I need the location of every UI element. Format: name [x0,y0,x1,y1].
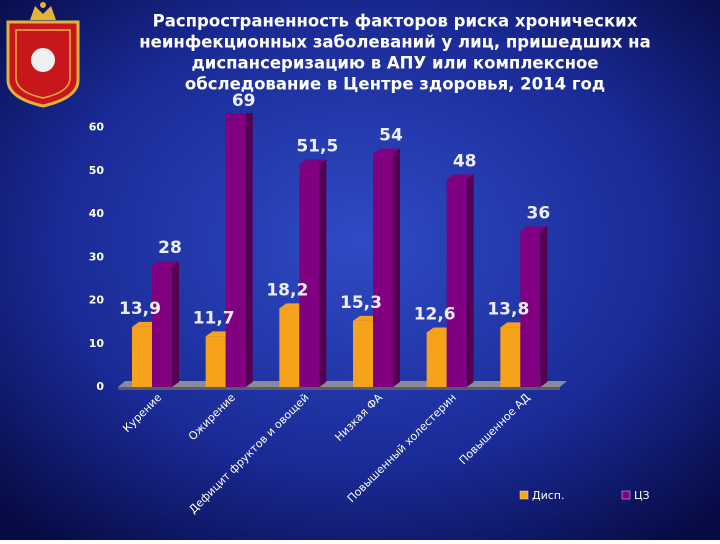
y-tick-label: 20 [89,294,105,307]
bar-front [299,164,320,387]
legend-label: Дисп. [532,489,564,502]
chart-title: Распространенность факторов риска хронич… [139,12,650,94]
bar [225,113,253,387]
bar-front [279,308,300,387]
value-label: 15,3 [340,293,382,313]
value-label: 13,9 [119,299,161,319]
value-label: 36 [526,203,550,223]
emblem [6,2,80,108]
value-label: 12,6 [414,305,456,325]
title-line: обследование в Центре здоровья, 2014 год [185,75,605,94]
bar-top [373,148,400,154]
bar-front [353,320,373,387]
bar-top [152,260,179,266]
bar-front [446,179,467,387]
bar-front [205,336,226,387]
value-label: 18,2 [266,280,308,300]
value-label: 13,8 [487,299,529,319]
y-tick-label: 60 [89,121,105,134]
bar-top [520,226,548,232]
bar [299,159,327,387]
y-tick-label: 10 [89,337,105,350]
bar-side [172,260,179,387]
bar-side [466,174,474,387]
bar [446,174,474,387]
floor-edge [118,387,560,390]
bar-side [245,113,253,387]
title-line: неинфекционных заболеваний у лиц, пришед… [139,33,650,52]
bar-front [520,231,541,387]
bar-side [319,159,327,387]
legend-swatch [621,490,631,500]
bar-top [446,174,474,180]
bar-front [152,265,172,387]
legend-label: ЦЗ [634,489,650,502]
value-label: 54 [379,126,403,146]
bar [520,226,548,387]
value-label: 69 [232,91,256,111]
title-line: Распространенность факторов риска хронич… [153,12,638,31]
bar [152,260,179,387]
y-tick-label: 40 [89,207,105,220]
bar-front [500,327,521,387]
y-tick-label: 0 [96,380,104,393]
legend-swatch [519,490,529,500]
bar-front [132,326,152,387]
y-tick-label: 50 [89,164,105,177]
value-label: 28 [158,238,182,258]
value-label: 51,5 [296,136,338,156]
floor [118,381,567,387]
bar-side [540,226,548,387]
title-line: диспансеризацию в АПУ или комплексное [191,54,598,73]
bar [373,148,400,387]
bar-side [393,148,400,387]
bar-front [426,332,447,387]
value-label: 11,7 [193,308,235,328]
y-tick-label: 30 [89,250,105,263]
value-label: 48 [453,152,477,172]
bar-front [225,113,246,387]
bar-front [373,153,393,387]
bar-top [299,159,327,165]
